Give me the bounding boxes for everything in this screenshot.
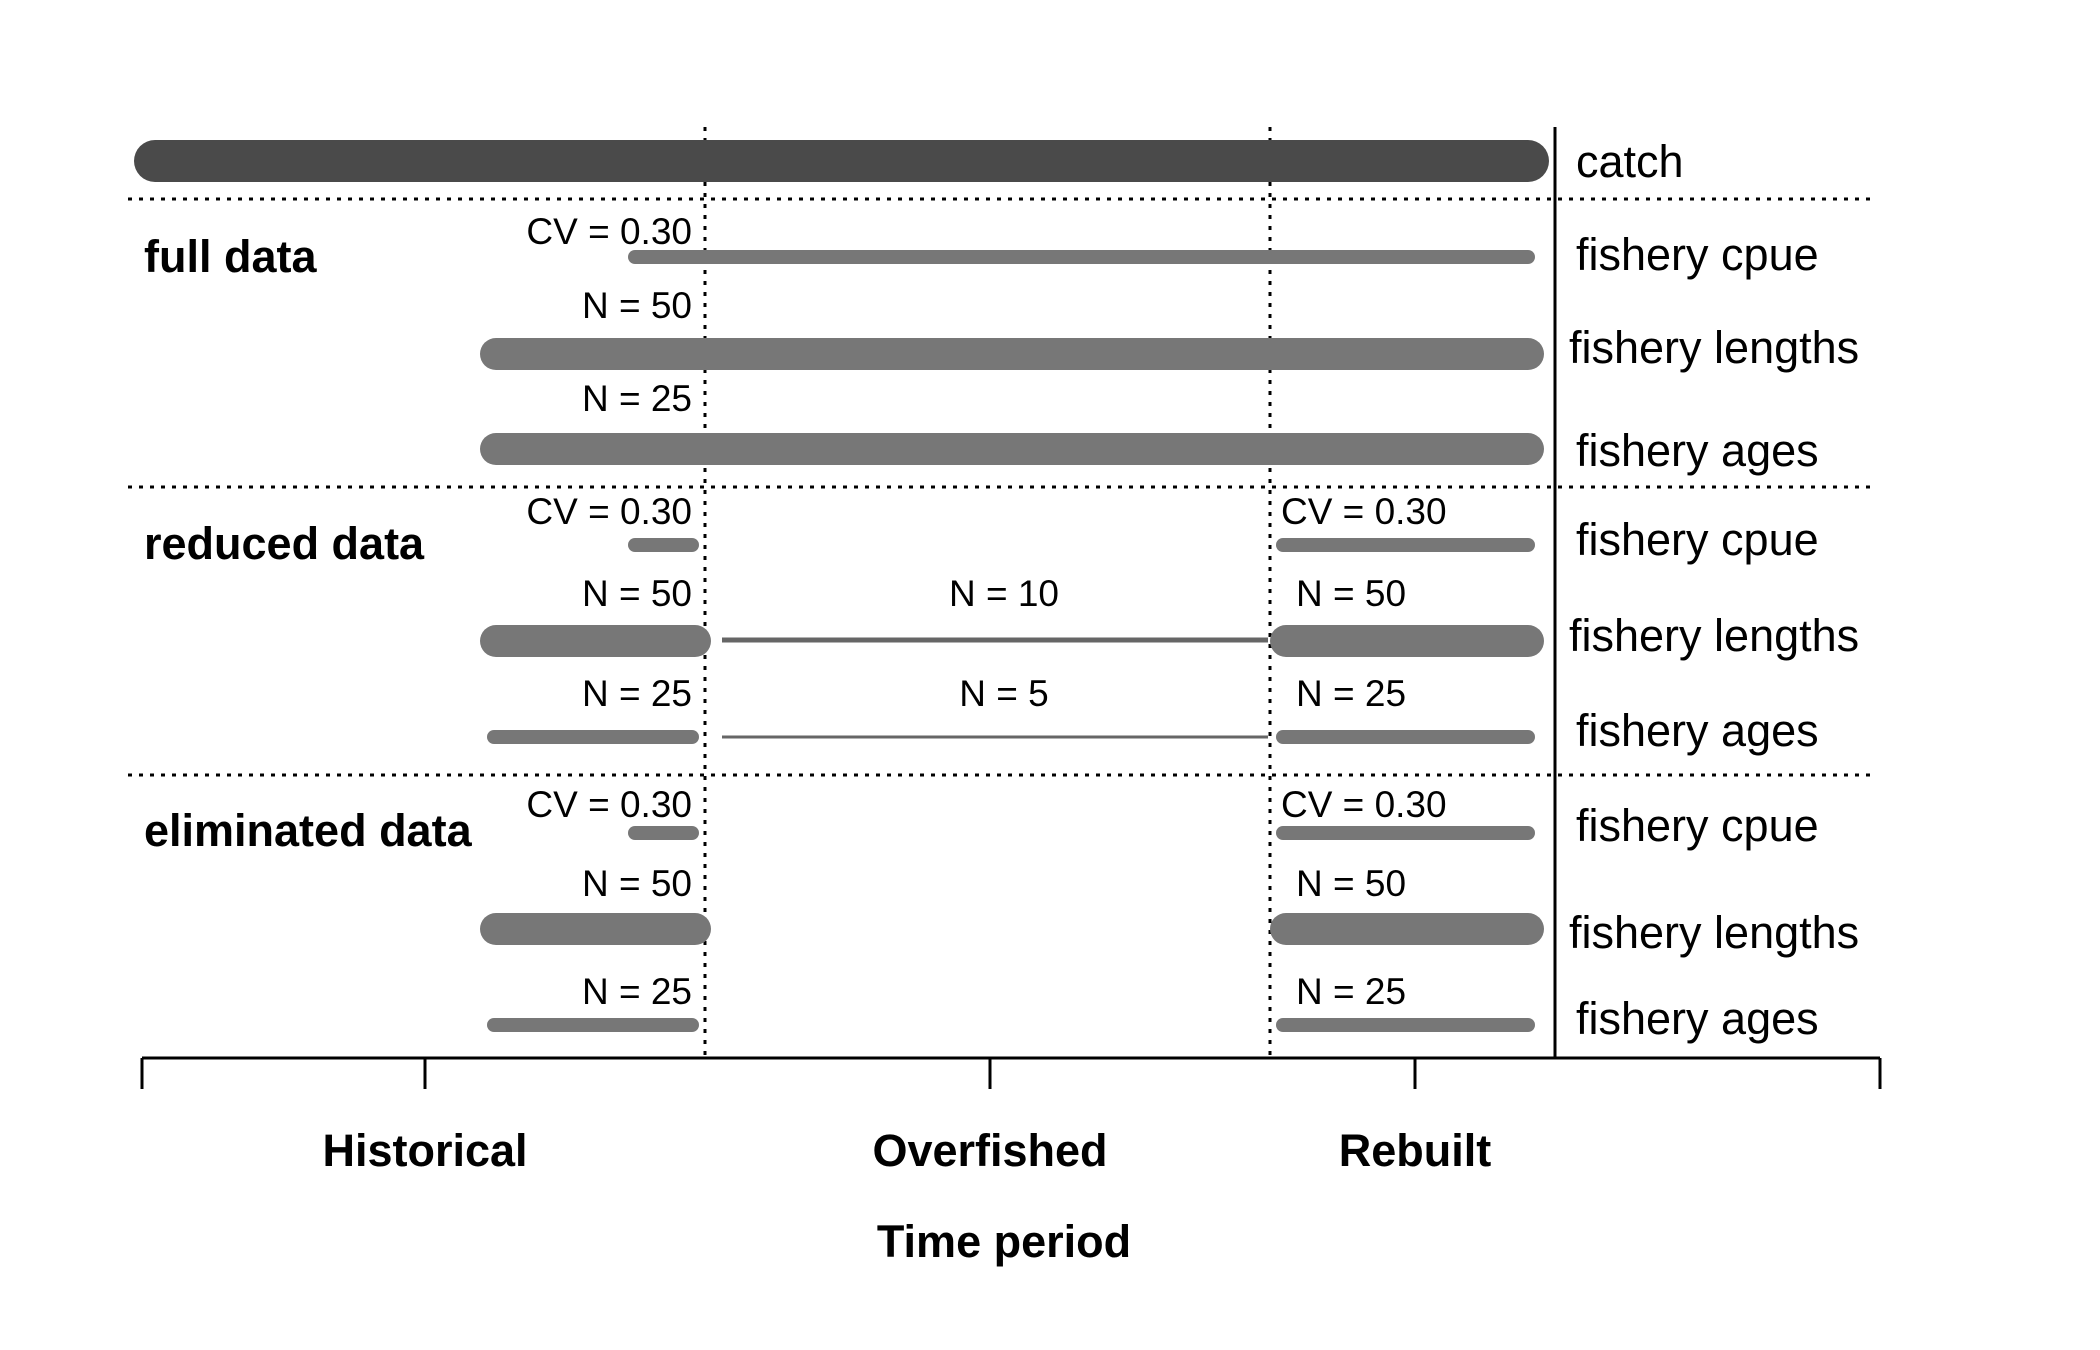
reduced-cpue-rebuilt-annotation: CV = 0.30 xyxy=(1281,491,1447,532)
full-data-rows: CV = 0.30 fishery cpue N = 50 fishery le… xyxy=(480,211,1859,476)
period-label-rebuilt: Rebuilt xyxy=(1339,1125,1492,1176)
full-ages-annotation: N = 25 xyxy=(582,378,692,419)
row-label-eliminated-cpue: fishery cpue xyxy=(1576,800,1819,851)
full-lengths-annotation: N = 50 xyxy=(582,285,692,326)
row-label-full-lengths: fishery lengths xyxy=(1569,322,1859,373)
row-label-reduced-ages: fishery ages xyxy=(1576,705,1819,756)
eliminated-lengths-rebuilt-annotation: N = 50 xyxy=(1296,863,1406,904)
eliminated-ages-rebuilt-annotation: N = 25 xyxy=(1296,971,1406,1012)
scenario-title-full: full data xyxy=(144,231,317,282)
row-label-full-cpue: fishery cpue xyxy=(1576,229,1819,280)
row-label-eliminated-lengths: fishery lengths xyxy=(1569,907,1859,958)
eliminated-ages-historical-annotation: N = 25 xyxy=(582,971,692,1012)
x-axis xyxy=(140,1056,1882,1089)
row-label-reduced-lengths: fishery lengths xyxy=(1569,610,1859,661)
scenario-title-eliminated: eliminated data xyxy=(144,805,473,856)
eliminated-data-rows: CV = 0.30 CV = 0.30 fishery cpue N = 50 … xyxy=(480,784,1859,1044)
period-label-historical: Historical xyxy=(322,1125,527,1176)
row-label-eliminated-ages: fishery ages xyxy=(1576,993,1819,1044)
eliminated-lengths-historical-annotation: N = 50 xyxy=(582,863,692,904)
period-dividers xyxy=(703,127,1272,1055)
eliminated-cpue-rebuilt-annotation: CV = 0.30 xyxy=(1281,784,1447,825)
x-axis-title: Time period xyxy=(877,1216,1131,1267)
scenario-separators xyxy=(128,197,1875,777)
scenario-title-reduced: reduced data xyxy=(144,518,425,569)
reduced-ages-overfished-annotation: N = 5 xyxy=(959,673,1048,714)
row-label-reduced-cpue: fishery cpue xyxy=(1576,514,1819,565)
eliminated-cpue-historical-annotation: CV = 0.30 xyxy=(526,784,692,825)
reduced-lengths-historical-annotation: N = 50 xyxy=(582,573,692,614)
full-cpue-annotation: CV = 0.30 xyxy=(526,211,692,252)
reduced-ages-rebuilt-annotation: N = 25 xyxy=(1296,673,1406,714)
reduced-ages-historical-annotation: N = 25 xyxy=(582,673,692,714)
reduced-lengths-overfished-annotation: N = 10 xyxy=(949,573,1059,614)
reduced-cpue-historical-annotation: CV = 0.30 xyxy=(526,491,692,532)
reduced-lengths-rebuilt-annotation: N = 50 xyxy=(1296,573,1406,614)
row-label-full-ages: fishery ages xyxy=(1576,425,1819,476)
reduced-data-rows: CV = 0.30 CV = 0.30 fishery cpue N = 50 … xyxy=(480,491,1859,756)
row-label-catch: catch xyxy=(1576,136,1684,187)
period-label-overfished: Overfished xyxy=(872,1125,1107,1176)
